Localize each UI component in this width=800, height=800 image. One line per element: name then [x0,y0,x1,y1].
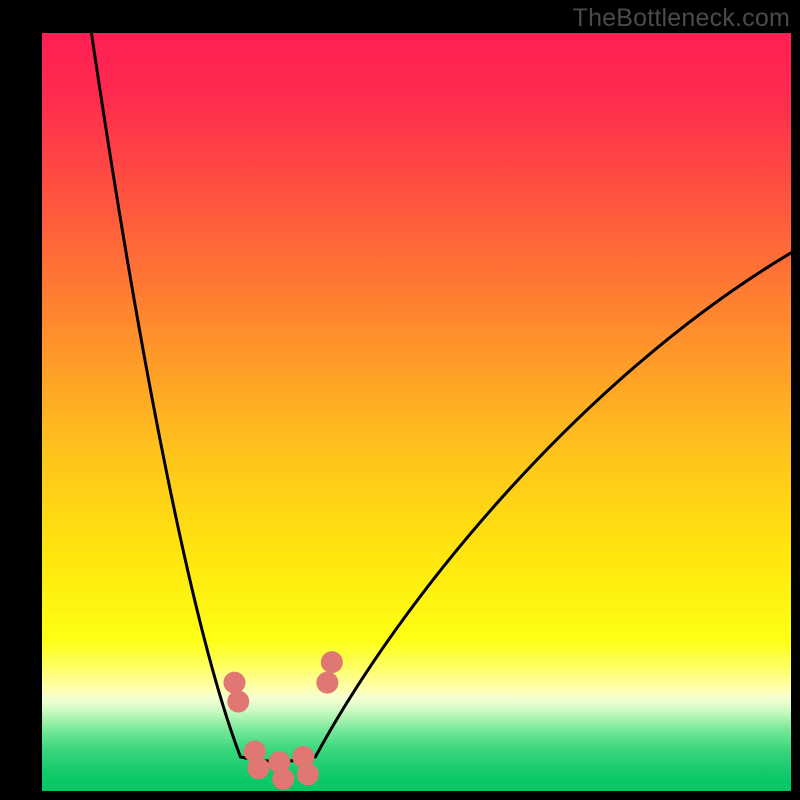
curve-marker [227,691,249,713]
curve-marker [223,672,245,694]
plot-area [42,33,791,791]
curve-marker [272,768,294,790]
watermark-text: TheBottleneck.com [573,4,790,33]
curve-marker [321,651,343,673]
curve-marker [297,763,319,785]
curve-marker [247,757,269,779]
plot-svg [42,33,791,791]
curve-marker [316,672,338,694]
